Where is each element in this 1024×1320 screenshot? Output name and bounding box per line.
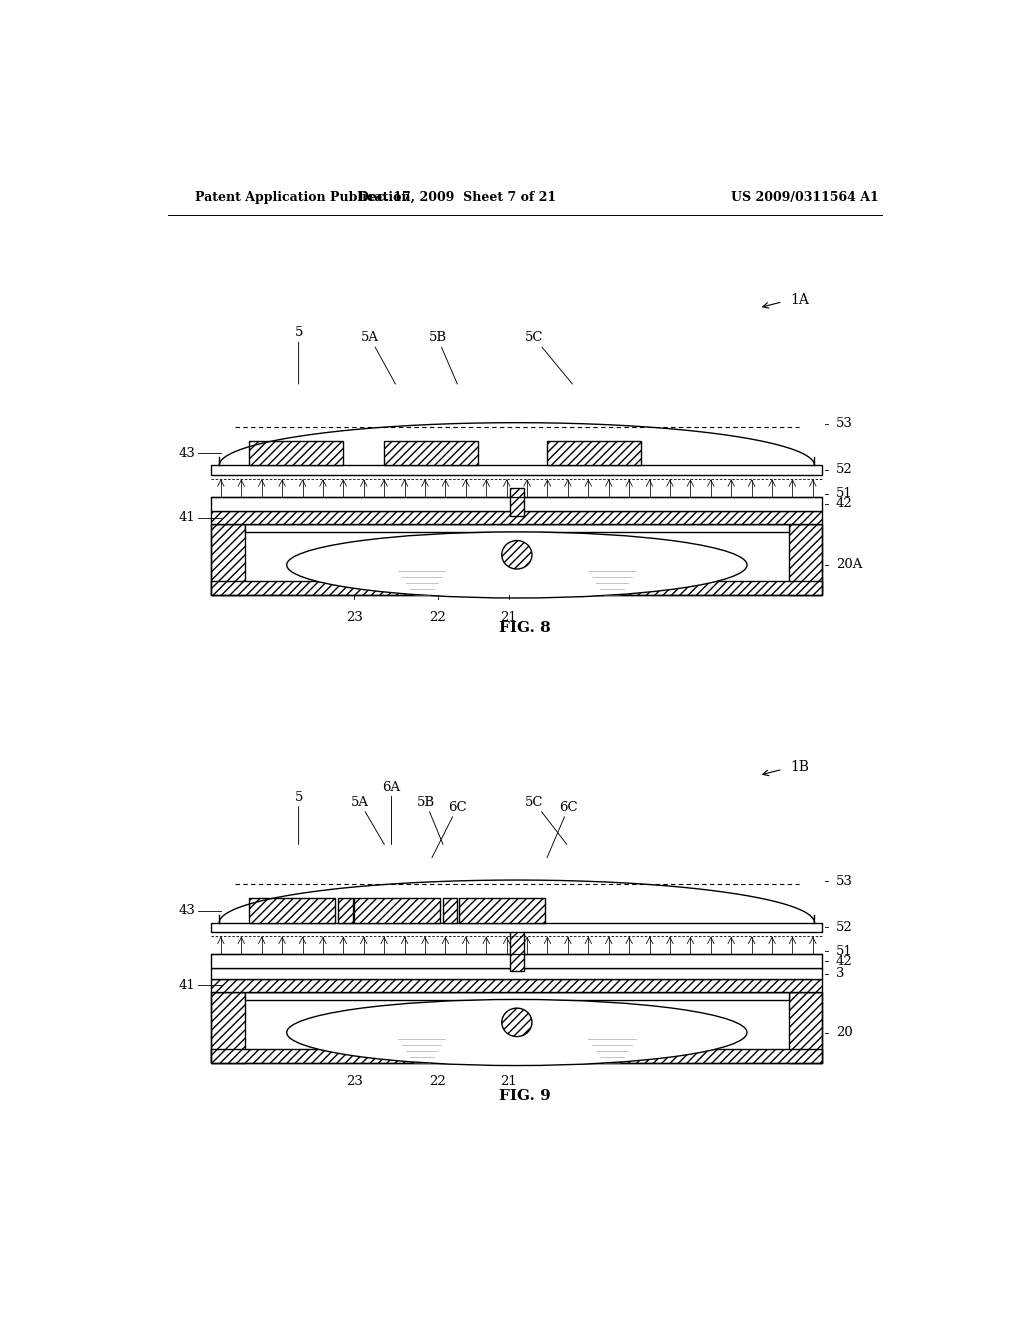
Text: 42: 42 [836, 498, 853, 511]
Bar [510, 929, 524, 970]
Bar [250, 441, 343, 466]
Text: 3: 3 [836, 968, 845, 979]
Bar [211, 923, 822, 932]
Bar [547, 441, 641, 466]
Text: 21: 21 [501, 1076, 517, 1088]
Bar [510, 487, 524, 516]
Bar [211, 581, 822, 595]
Bar [250, 899, 335, 923]
Text: 23: 23 [346, 611, 362, 623]
Text: 5: 5 [295, 326, 303, 384]
Text: Patent Application Publication: Patent Application Publication [196, 190, 411, 203]
Text: US 2009/0311564 A1: US 2009/0311564 A1 [731, 190, 879, 203]
Bar [211, 496, 822, 511]
Text: 43: 43 [178, 446, 196, 459]
Text: 5: 5 [295, 791, 303, 845]
Text: 42: 42 [836, 954, 853, 968]
Bar [211, 524, 245, 595]
Text: FIG. 9: FIG. 9 [499, 1089, 551, 1102]
Text: 5B: 5B [417, 796, 443, 845]
Bar [384, 441, 478, 466]
Text: 52: 52 [836, 921, 853, 933]
Bar [211, 511, 822, 524]
Bar [211, 954, 822, 969]
Text: 51: 51 [836, 945, 853, 958]
Bar [790, 524, 822, 595]
Bar [443, 899, 458, 923]
Bar [211, 1049, 822, 1063]
Bar [211, 969, 822, 978]
Text: 20: 20 [836, 1026, 853, 1039]
Bar [354, 899, 440, 923]
Text: 53: 53 [836, 875, 853, 887]
Bar [250, 441, 343, 466]
Text: 43: 43 [178, 904, 196, 917]
Text: 1B: 1B [791, 760, 810, 775]
Text: Dec. 17, 2009  Sheet 7 of 21: Dec. 17, 2009 Sheet 7 of 21 [358, 190, 556, 203]
Bar [211, 991, 245, 1063]
Bar [211, 991, 245, 1063]
Bar [211, 581, 822, 595]
Text: 23: 23 [346, 1076, 362, 1088]
Text: 1A: 1A [791, 293, 810, 306]
Bar [211, 978, 822, 991]
Text: FIG. 8: FIG. 8 [499, 620, 551, 635]
Text: 5C: 5C [525, 331, 572, 384]
Text: 21: 21 [501, 611, 517, 623]
Text: 51: 51 [836, 487, 853, 500]
Bar [384, 441, 478, 466]
Text: 20A: 20A [836, 558, 862, 572]
Bar [459, 899, 545, 923]
Bar [211, 466, 822, 474]
Bar [510, 487, 524, 516]
Bar [211, 524, 245, 595]
Text: 5A: 5A [351, 796, 384, 845]
Bar [211, 1049, 822, 1063]
Text: 22: 22 [429, 611, 445, 623]
Text: 6A: 6A [382, 780, 400, 845]
Text: 41: 41 [179, 978, 196, 991]
Bar [790, 524, 822, 595]
Bar [443, 899, 458, 923]
Bar [250, 899, 335, 923]
Bar [338, 899, 352, 923]
Text: 6C: 6C [547, 801, 578, 858]
Bar [790, 991, 822, 1063]
Bar [211, 991, 822, 1063]
Bar [211, 978, 822, 991]
Text: 52: 52 [836, 463, 853, 477]
Bar [211, 511, 822, 524]
Text: 53: 53 [836, 417, 853, 430]
Bar [245, 524, 790, 532]
Bar [354, 899, 440, 923]
Text: 5B: 5B [428, 331, 458, 384]
Text: 5A: 5A [361, 331, 395, 384]
Bar [547, 441, 641, 466]
Bar [790, 991, 822, 1063]
Bar [338, 899, 352, 923]
Bar [211, 524, 822, 595]
Bar [245, 991, 790, 1001]
Bar [510, 929, 524, 970]
Text: 5C: 5C [525, 796, 567, 845]
Text: 6C: 6C [432, 801, 467, 858]
Bar [459, 899, 545, 923]
Text: 22: 22 [429, 1076, 445, 1088]
Ellipse shape [287, 532, 748, 598]
Text: 41: 41 [179, 511, 196, 524]
Ellipse shape [287, 999, 748, 1065]
